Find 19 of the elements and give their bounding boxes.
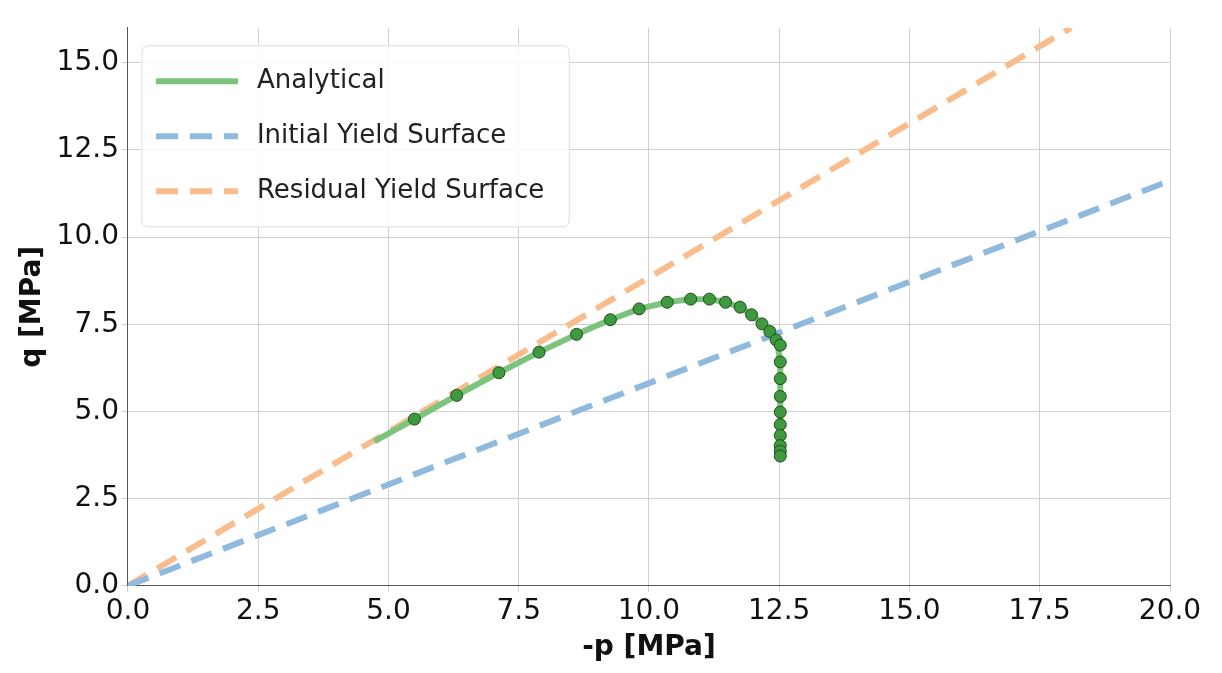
y-axis-title: q [MPa] [14,245,48,368]
y-tick-label: 12.5 [56,131,119,165]
x-tick-label: 7.5 [496,592,541,626]
y-tick-label: 5.0 [74,392,119,426]
legend-label: Initial Yield Surface [256,119,507,150]
x-tick-label: 12.5 [748,592,811,626]
y-tick-label: 2.5 [74,479,119,513]
x-tick-label: 5.0 [366,592,411,626]
x-tick-label: 17.5 [1008,592,1071,626]
x-tick-label: 10.0 [617,592,681,626]
x-tick-label: 20.0 [1138,592,1202,626]
legend-label: Residual Yield Surface [256,174,545,205]
y-tick-label: 15.0 [56,43,119,77]
y-tick-label: 10.0 [56,218,119,252]
x-tick-label: 2.5 [235,592,281,626]
x-axis-title: -p [MPa] [582,629,716,663]
legend-label: Analytical [256,64,385,95]
y-tick-label: 7.5 [74,305,119,339]
x-tick-label: 15.0 [878,592,941,626]
